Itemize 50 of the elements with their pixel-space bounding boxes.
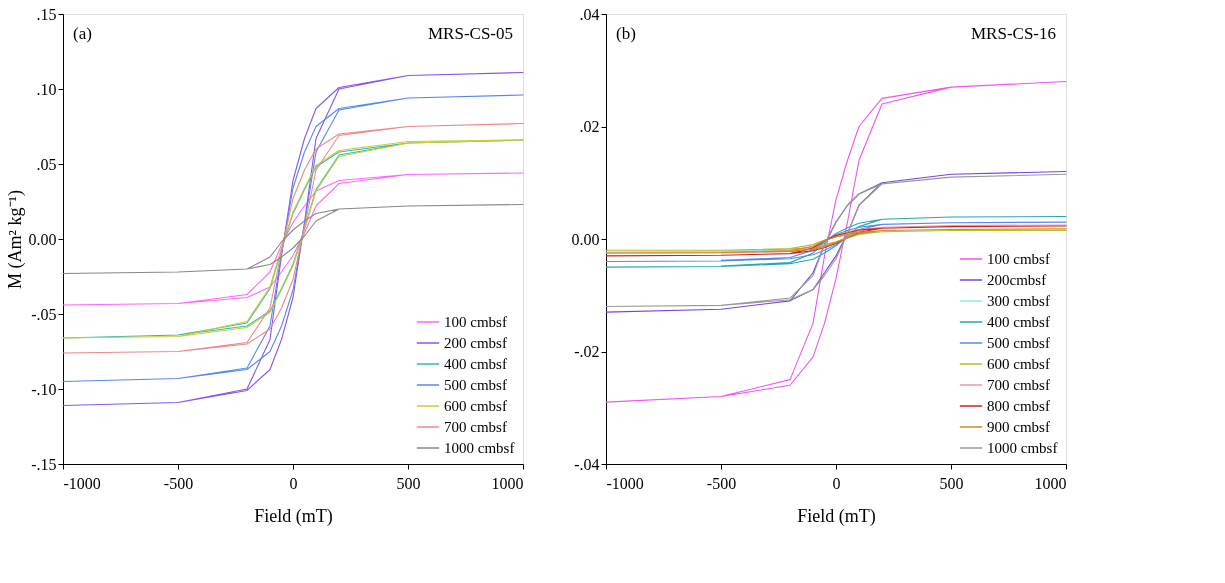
x-tick-label: 0	[832, 474, 841, 492]
legend-label: 900 cmbsf	[987, 419, 1050, 435]
y-tick-label: .04	[579, 5, 600, 23]
y-tick-label: -.02	[574, 343, 600, 360]
legend-label: 600 cmbsf	[444, 398, 507, 414]
line-series	[605, 215, 1067, 268]
x-tick-label: 0	[289, 474, 298, 492]
x-tick-label: 1000	[491, 474, 524, 492]
annotation: (b)	[616, 24, 636, 43]
legend-label: 500 cmbsf	[444, 377, 507, 393]
legend-label: 600 cmbsf	[987, 356, 1050, 372]
x-axis-title: Field (mT)	[254, 505, 333, 527]
x-tick-label: -500	[163, 474, 194, 492]
legend-label: 100 cmbsf	[987, 251, 1050, 267]
legend-label: 200cmbsf	[987, 272, 1047, 288]
x-tick-label: 500	[396, 474, 421, 492]
legend-label: 800 cmbsf	[987, 398, 1050, 414]
annotation: MRS-CS-05	[427, 24, 513, 43]
y-tick-label: .02	[579, 118, 600, 135]
y-tick-label: -.10	[31, 380, 57, 398]
legend-label: 1000 cmbsf	[444, 440, 515, 456]
legend-label: 100 cmbsf	[444, 314, 507, 330]
y-tick-label: -.15	[31, 455, 57, 473]
y-tick-label: .10	[36, 80, 57, 98]
legend-label: 400 cmbsf	[987, 314, 1050, 330]
legend-label: 500 cmbsf	[987, 335, 1050, 351]
x-tick-label: -1000	[63, 474, 101, 492]
line-series	[62, 203, 524, 275]
y-tick-label: .15	[36, 5, 57, 23]
y-tick-label: 0.00	[571, 230, 600, 248]
x-tick-label: -500	[706, 474, 737, 492]
legend-label: 300 cmbsf	[987, 293, 1050, 309]
x-tick-label: 1000	[1034, 474, 1067, 492]
legend-label: 1000 cmbsf	[987, 440, 1058, 456]
line-series	[605, 221, 1067, 263]
line-series	[62, 172, 524, 306]
y-tick-label: -.05	[31, 305, 57, 323]
y-tick-label: -.04	[574, 455, 600, 473]
y-tick-label: .05	[36, 155, 57, 173]
legend-label: 200 cmbsf	[444, 335, 507, 351]
x-tick-label: -1000	[606, 474, 644, 492]
annotation: MRS-CS-16	[970, 24, 1056, 43]
y-axis-title: M (Am² kg⁻¹)	[4, 190, 26, 289]
y-tick-label: 0.00	[28, 230, 57, 248]
x-axis-title: Field (mT)	[797, 505, 876, 527]
annotation: (a)	[73, 24, 92, 43]
legend-label: 700 cmbsf	[987, 377, 1050, 393]
legend-label: 400 cmbsf	[444, 356, 507, 372]
x-tick-label: 500	[939, 474, 964, 492]
legend-label: 700 cmbsf	[444, 419, 507, 435]
